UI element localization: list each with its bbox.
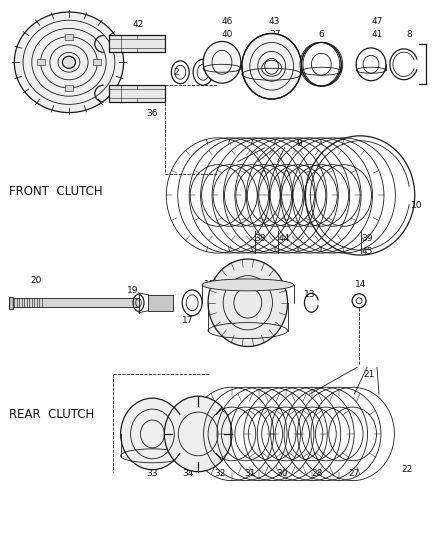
Text: 35: 35 <box>140 432 151 441</box>
Ellipse shape <box>62 56 75 68</box>
Text: 32: 32 <box>214 469 226 478</box>
Bar <box>9 297 13 309</box>
Text: 6: 6 <box>318 30 324 39</box>
Ellipse shape <box>208 259 288 346</box>
Text: 46: 46 <box>221 17 233 26</box>
Ellipse shape <box>203 42 241 83</box>
Text: 10: 10 <box>411 201 423 210</box>
Text: FRONT  CLUTCH: FRONT CLUTCH <box>9 185 103 198</box>
Bar <box>109 85 165 102</box>
Text: 34: 34 <box>183 469 194 478</box>
Text: 11: 11 <box>249 286 261 295</box>
Ellipse shape <box>120 398 184 470</box>
Bar <box>65 85 73 91</box>
Text: 40: 40 <box>221 30 233 39</box>
Text: 17: 17 <box>183 316 194 325</box>
Text: 31: 31 <box>244 469 255 478</box>
Text: 30: 30 <box>276 469 287 478</box>
Ellipse shape <box>242 34 301 99</box>
Ellipse shape <box>164 396 232 472</box>
Text: 20: 20 <box>31 277 42 285</box>
Ellipse shape <box>14 12 124 112</box>
Bar <box>9 298 138 307</box>
Text: 14: 14 <box>355 280 367 289</box>
Text: 13: 13 <box>304 290 315 300</box>
Text: REAR  CLUTCH: REAR CLUTCH <box>9 408 95 421</box>
Text: 47: 47 <box>371 17 383 26</box>
Bar <box>148 295 173 311</box>
Text: 19: 19 <box>127 286 138 295</box>
Text: 39: 39 <box>361 233 373 243</box>
Text: 36: 36 <box>147 109 158 118</box>
Text: 28: 28 <box>312 469 323 478</box>
Text: 4: 4 <box>202 64 208 74</box>
Text: 21: 21 <box>364 370 375 379</box>
Text: 22: 22 <box>401 465 413 474</box>
Text: 18: 18 <box>204 280 216 289</box>
Bar <box>109 36 165 52</box>
Text: 33: 33 <box>147 469 158 478</box>
Text: 38: 38 <box>254 233 265 243</box>
Text: 9: 9 <box>297 139 302 148</box>
Bar <box>93 59 101 65</box>
Text: 27: 27 <box>349 469 360 478</box>
Text: 37: 37 <box>269 30 280 39</box>
Text: 42: 42 <box>133 20 144 29</box>
Text: 43: 43 <box>269 17 280 26</box>
Text: 44: 44 <box>279 233 290 243</box>
Bar <box>36 59 45 65</box>
Text: 8: 8 <box>406 30 412 39</box>
Text: 41: 41 <box>371 30 383 39</box>
Ellipse shape <box>202 279 293 291</box>
Text: 2: 2 <box>173 68 179 77</box>
Text: 45: 45 <box>361 247 373 256</box>
Bar <box>65 34 73 39</box>
